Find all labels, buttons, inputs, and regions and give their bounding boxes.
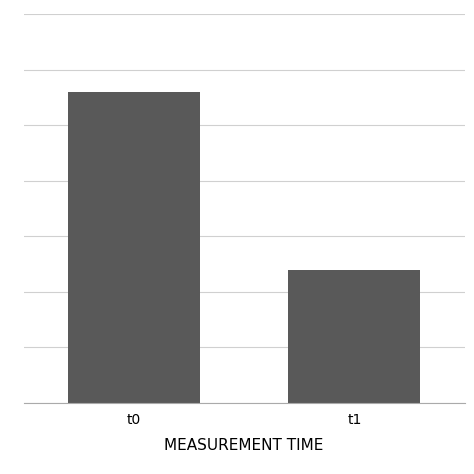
Bar xyxy=(68,92,200,403)
Bar xyxy=(288,270,420,403)
X-axis label: MEASUREMENT TIME: MEASUREMENT TIME xyxy=(164,438,324,453)
